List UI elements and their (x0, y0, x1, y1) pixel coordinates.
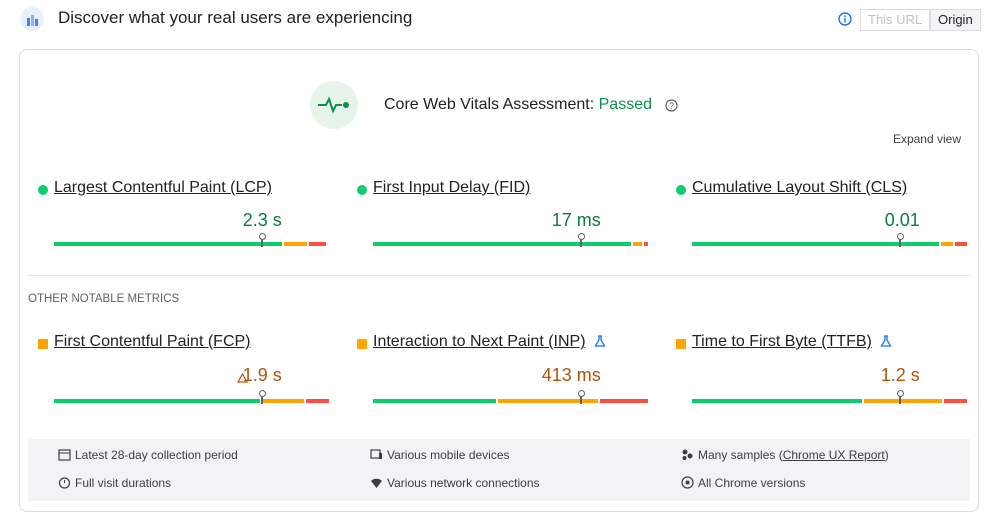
assessment-label: Core Web Vitals Assessment: (384, 96, 595, 113)
toggle-button[interactable]: This URL (860, 9, 931, 31)
metric-name[interactable]: Cumulative Layout Shift (CLS) (692, 179, 908, 196)
distribution-segment (54, 242, 282, 246)
distribution-segment (308, 242, 327, 246)
footer-text: All Chrome versions (698, 476, 806, 490)
status-dot (676, 185, 686, 195)
distribution-segment (644, 242, 648, 246)
footer-text: Many samples (Chrome UX Report) (698, 448, 889, 462)
metric-value: 17 ms (551, 210, 601, 230)
help-icon[interactable]: ? (665, 99, 678, 112)
metric-name[interactable]: Time to First Byte (TTFB) (692, 333, 872, 350)
distribution-segment (306, 399, 329, 403)
percentile-line (899, 396, 901, 404)
separator (28, 275, 970, 276)
percentile-line (580, 239, 582, 247)
metric-value: 413 ms (541, 365, 601, 385)
distribution-segment (373, 399, 496, 403)
status-square (38, 339, 48, 349)
distribution-segment (261, 399, 305, 403)
logo (20, 7, 44, 31)
percentile-line (899, 239, 901, 247)
footer-text: Various network connections (387, 476, 540, 490)
status-dot (357, 185, 367, 195)
footer-icon (370, 448, 383, 466)
header-title: Discover what your real users are experi… (58, 8, 413, 27)
distribution-segment (633, 242, 643, 246)
experimental-icon (880, 335, 892, 351)
card (19, 49, 979, 512)
expand-view[interactable]: Expand view (892, 132, 961, 146)
distribution-segment (600, 399, 648, 403)
footer-text: Latest 28-day collection period (75, 448, 238, 462)
distribution-segment (283, 242, 307, 246)
distribution-segment (955, 242, 967, 246)
distribution-segment (863, 399, 943, 403)
status-square (676, 339, 686, 349)
metric-value: 1.2 s (880, 365, 920, 385)
metric-name[interactable]: Largest Contentful Paint (LCP) (54, 179, 272, 196)
toggle-button[interactable]: Origin (930, 9, 981, 31)
percentile-line (261, 396, 263, 404)
samples-text: Many samples ( (698, 448, 783, 462)
status-square (357, 339, 367, 349)
footer-icon (370, 476, 383, 494)
footer-text: Full visit durations (75, 476, 172, 490)
metric-name[interactable]: Interaction to Next Paint (INP) (373, 333, 586, 350)
status-dot (38, 185, 48, 195)
metric-name[interactable]: First Input Delay (FID) (373, 179, 531, 196)
distribution-segment (941, 242, 954, 246)
samples-text: ) (884, 448, 889, 462)
samples-link[interactable]: Chrome UX Report (782, 448, 885, 462)
footer-icon (58, 448, 71, 466)
metric-value: 1.9 s (242, 365, 282, 385)
footer-icon (681, 448, 694, 466)
footer-icon (58, 476, 71, 494)
section-heading: OTHER NOTABLE METRICS (28, 293, 180, 305)
vitals-icon (310, 81, 358, 129)
info-icon[interactable] (838, 12, 852, 26)
distribution-segment (692, 242, 940, 246)
distribution-segment (944, 399, 967, 403)
percentile-line (261, 239, 263, 247)
distribution-segment (497, 399, 599, 403)
metric-name[interactable]: First Contentful Paint (FCP) (54, 333, 251, 350)
metric-value: 0.01 (884, 210, 920, 230)
metric-value: 2.3 s (242, 210, 282, 230)
distribution-segment (54, 399, 260, 403)
warning-icon (236, 370, 248, 388)
assessment-result: Passed (598, 96, 652, 113)
distribution-segment (373, 242, 632, 246)
footer-icon (681, 476, 694, 494)
svg-text:?: ? (669, 101, 674, 111)
distribution-segment (692, 399, 862, 403)
percentile-line (580, 396, 582, 404)
footer-text: Various mobile devices (387, 448, 510, 462)
footer-box (28, 439, 970, 501)
experimental-icon (593, 335, 606, 351)
assessment: Core Web Vitals Assessment: Passed (384, 96, 652, 114)
